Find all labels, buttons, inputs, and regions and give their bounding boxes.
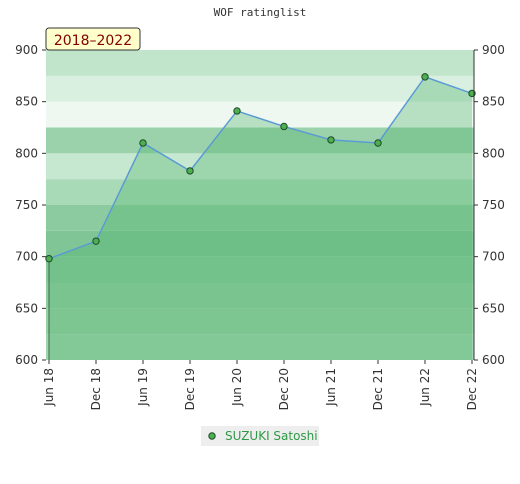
badge-box [45, 27, 141, 51]
y2-tick-label: 650 [482, 301, 505, 315]
point [421, 73, 429, 81]
band [46, 101, 474, 128]
band [46, 230, 474, 257]
band [46, 127, 474, 154]
y2-tick-label: 750 [482, 198, 505, 212]
band [46, 205, 474, 231]
point [233, 107, 241, 115]
x-tick-label: Dec 22 [465, 368, 479, 410]
point [374, 139, 382, 147]
point [92, 237, 100, 245]
legend-box [201, 426, 319, 446]
band [46, 50, 474, 76]
badge: 2018–2022 [54, 33, 132, 49]
y-tick-label: 750 [15, 198, 38, 212]
band [46, 75, 474, 102]
area [49, 76, 472, 360]
band [46, 282, 474, 309]
x-tick-label: Dec 19 [183, 368, 197, 410]
y2-tick-label: 800 [482, 146, 505, 160]
point [280, 122, 288, 131]
x-tick-label: Jun 19 [136, 368, 150, 407]
x-tick-label: Dec 20 [277, 368, 291, 410]
y-tick-label: 850 [15, 95, 38, 109]
x-tick-label: Jun 21 [324, 368, 338, 407]
point [45, 255, 53, 263]
band [46, 308, 474, 335]
band [46, 334, 474, 360]
legend-marker [208, 432, 216, 440]
point [186, 167, 194, 175]
legend-label: SUZUKI Satoshi [225, 429, 318, 443]
x-tick-label: Dec 21 [371, 368, 385, 410]
y-tick-label: 900 [15, 43, 38, 57]
point [139, 139, 147, 147]
y2-tick-label: 700 [482, 250, 505, 264]
y-tick-label: 600 [15, 353, 38, 367]
band [46, 256, 474, 283]
y-tick-label: 650 [15, 301, 38, 315]
x-tick-label: Jun 22 [418, 368, 432, 407]
y-tick-label: 800 [15, 146, 38, 160]
x-tick-label: Dec 18 [89, 368, 103, 410]
x-tick-label: Jun 18 [42, 368, 56, 407]
y2-tick-label: 600 [482, 353, 505, 367]
line [48, 75, 473, 260]
y2-tick-label: 850 [482, 95, 505, 109]
y-tick-label: 700 [15, 250, 38, 264]
plot-area [45, 50, 476, 360]
band [46, 179, 474, 205]
y2-tick-label: 900 [482, 43, 505, 57]
band [46, 153, 474, 180]
chart-title: WOF ratinglist [214, 6, 307, 19]
point [327, 136, 335, 144]
x-tick-label: Jun 20 [230, 368, 244, 407]
